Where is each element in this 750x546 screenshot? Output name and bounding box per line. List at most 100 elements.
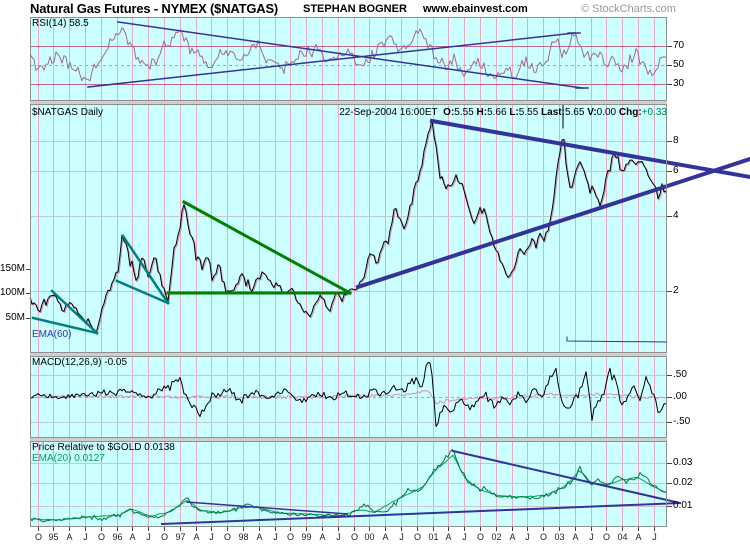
x-axis-label: J	[589, 532, 594, 542]
ema60-label: EMA(60)	[32, 329, 72, 340]
teal-wedge1-upper	[50, 289, 99, 335]
x-axis-label: 04	[617, 532, 628, 542]
rel-axis-label: 0.02	[673, 477, 693, 488]
x-axis-label: A	[509, 532, 516, 542]
x-axis-label: 01	[428, 532, 439, 542]
panel-separator	[30, 101, 667, 104]
x-axis-label: A	[256, 532, 263, 542]
quote-time: 16:00ET	[399, 107, 438, 118]
volume-axis-label: 100M	[0, 287, 25, 298]
rsi-ascending-trendline	[87, 32, 576, 88]
navy-symmetrical-upper	[429, 118, 750, 180]
rsi-axis-label: 70	[673, 40, 685, 51]
x-axis-label: O	[350, 532, 359, 542]
x-axis-label: 98	[238, 532, 249, 542]
x-axis-label: 95	[48, 532, 59, 542]
main-axis-label: 4	[673, 210, 679, 221]
teal-wedge1-lower	[31, 316, 99, 335]
x-axis-label: O	[602, 532, 611, 542]
macd-axis-label: .00	[673, 391, 687, 402]
panel-separator	[30, 438, 667, 441]
rsi-panel-label: RSI(14) 58.5	[32, 18, 89, 29]
rsi-axis-label: 30	[673, 78, 685, 89]
x-axis-label: O	[539, 532, 548, 542]
main-axis-label: 8	[673, 135, 679, 146]
volume-axis-label: 50M	[5, 312, 25, 323]
rel-axis-label: 0.01	[673, 500, 693, 511]
x-axis-label: O	[413, 532, 422, 542]
x-axis-label: 96	[112, 532, 123, 542]
x-axis-label: J	[336, 532, 341, 542]
x-axis-label: 97	[175, 532, 186, 542]
x-axis-label: A	[193, 532, 200, 542]
x-axis-label: 00	[364, 532, 375, 542]
volume-value: 0.00	[596, 107, 617, 118]
x-axis-label: J	[399, 532, 404, 542]
rsi-line	[29, 27, 667, 82]
rel-wedge-upper	[186, 501, 348, 515]
open-value: 5.55	[454, 107, 474, 118]
x-axis-label: A	[129, 532, 136, 542]
x-axis-label: J	[525, 532, 530, 542]
main-axis-label: 2	[673, 285, 679, 296]
x-axis-label: 02	[491, 532, 502, 542]
rsi-panel-bg	[30, 17, 667, 101]
x-axis-label: O	[97, 532, 106, 542]
change-label: Chg:	[618, 107, 642, 118]
stockcharts-copyright: © StockCharts.com	[581, 3, 676, 15]
rel-axis-label: 0.03	[673, 457, 693, 468]
macd-axis-label: -.50	[673, 416, 691, 427]
macd-axis-label: .50	[673, 369, 687, 380]
teal-wedge2-upper	[121, 234, 170, 305]
x-axis-label: J	[146, 532, 151, 542]
open-label: O:	[443, 107, 455, 118]
last-value: 5.65	[564, 107, 585, 118]
x-axis-label: O	[160, 532, 169, 542]
x-axis-label: A	[382, 532, 389, 542]
rel-descending	[451, 449, 682, 505]
quote-line: 22-Sep-2004 16:00ET O:5.55 H:5.66 L:5.55…	[250, 107, 667, 118]
page-title: Natural Gas Futures - NYMEX ($NATGAS)	[30, 1, 279, 16]
x-axis-label: J	[83, 532, 88, 542]
rel-ascending	[160, 501, 682, 526]
macd-panel-border	[30, 356, 667, 438]
x-axis-label: O	[223, 532, 232, 542]
x-axis-label: A	[319, 532, 326, 542]
rsi-axis-label: 50	[673, 59, 685, 70]
high-label: H:	[476, 107, 488, 118]
author-name: STEPHAN BOGNER	[303, 3, 407, 15]
quote-date: 22-Sep-2004	[339, 107, 398, 118]
volume-ema-flat	[566, 336, 668, 343]
last-label: Last:	[541, 107, 565, 118]
x-axis-label: O	[34, 532, 43, 542]
rsi-descending-trendline	[117, 21, 583, 89]
x-axis-label: 03	[554, 532, 565, 542]
x-axis-label: O	[286, 532, 295, 542]
x-axis-label: J	[209, 532, 214, 542]
x-axis-label: J	[273, 532, 278, 542]
green-triangle-hypotenuse	[181, 199, 353, 296]
x-axis-label: A	[66, 532, 73, 542]
x-axis-label: A	[445, 532, 452, 542]
volume-axis-label: 150M	[0, 263, 25, 274]
x-axis-label: O	[476, 532, 485, 542]
teal-wedge2-lower	[115, 279, 170, 305]
price-relative-label: Price Relative to $GOLD 0.0138	[32, 442, 175, 453]
rel-panel-border	[30, 441, 667, 527]
volume-label: V:	[587, 107, 597, 118]
low-value: 5.55	[518, 107, 539, 118]
low-label: L:	[509, 107, 519, 118]
x-axis-label: A	[635, 532, 642, 542]
main-axis-label: 6	[673, 165, 679, 176]
panel-separator	[30, 353, 667, 356]
macd-panel-label: MACD(12,26,9) -0.05	[32, 357, 128, 368]
website-link[interactable]: www.ebainvest.com	[423, 3, 528, 15]
rsi-panel-border	[30, 17, 667, 101]
x-axis-label: A	[572, 532, 579, 542]
main-panel-border	[30, 104, 667, 353]
change-value: +0.33	[641, 107, 667, 118]
symbol-label: $NATGAS Daily	[32, 107, 103, 118]
x-axis-label: J	[652, 532, 657, 542]
